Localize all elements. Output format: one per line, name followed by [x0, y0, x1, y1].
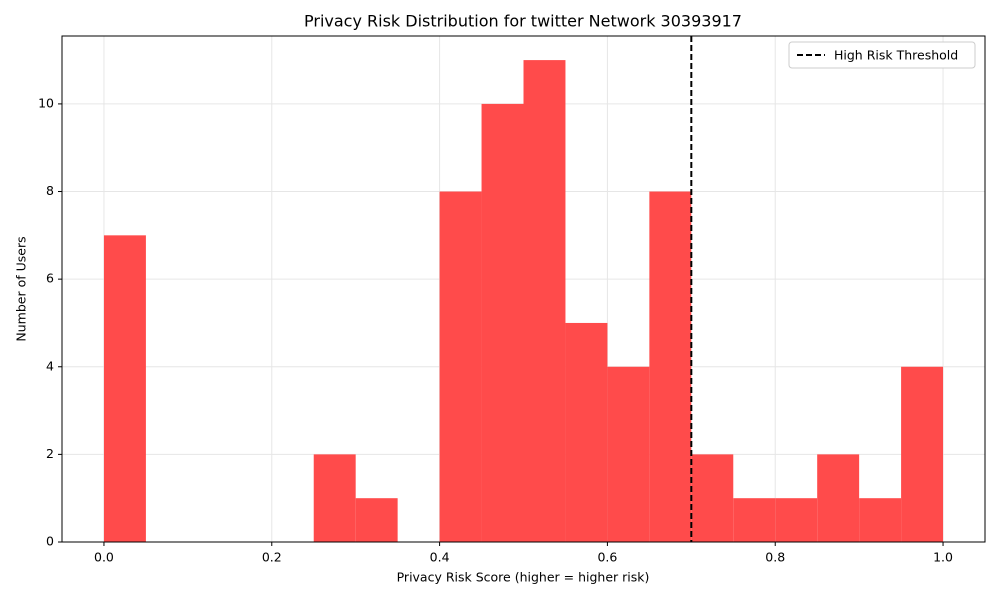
legend-box [788, 41, 976, 69]
bar [607, 366, 650, 542]
bar [691, 454, 734, 542]
x-tick-label: 0.8 [765, 550, 785, 565]
y-tick-label: 6 [46, 271, 54, 286]
bar [103, 235, 146, 543]
bar [355, 498, 398, 542]
y-tick-label: 2 [46, 446, 54, 461]
bar [481, 103, 524, 543]
x-tick-label: 1.0 [933, 550, 953, 565]
x-tick-label: 0.6 [597, 550, 617, 565]
bar [439, 191, 482, 542]
chart-title: Privacy Risk Distribution for twitter Ne… [304, 12, 742, 31]
y-axis-label: Number of Users [14, 236, 29, 341]
bar [859, 498, 902, 542]
bar [565, 322, 608, 542]
bar [901, 366, 944, 542]
bar [817, 454, 860, 542]
bar [733, 498, 776, 542]
bar [775, 498, 818, 542]
bar [313, 454, 356, 542]
y-tick-label: 10 [38, 95, 54, 110]
y-tick-label: 8 [46, 183, 54, 198]
bar [523, 60, 566, 542]
x-tick-label: 0.4 [430, 550, 450, 565]
y-tick-label: 4 [46, 358, 54, 373]
x-tick-label: 0.2 [262, 550, 282, 565]
legend-label: High Risk Threshold [834, 48, 958, 63]
plot-frame [61, 35, 986, 543]
bar [649, 191, 692, 542]
y-tick-label: 0 [46, 534, 54, 549]
x-tick-label: 0.0 [94, 550, 114, 565]
x-axis-label: Privacy Risk Score (higher = higher risk… [397, 570, 650, 585]
